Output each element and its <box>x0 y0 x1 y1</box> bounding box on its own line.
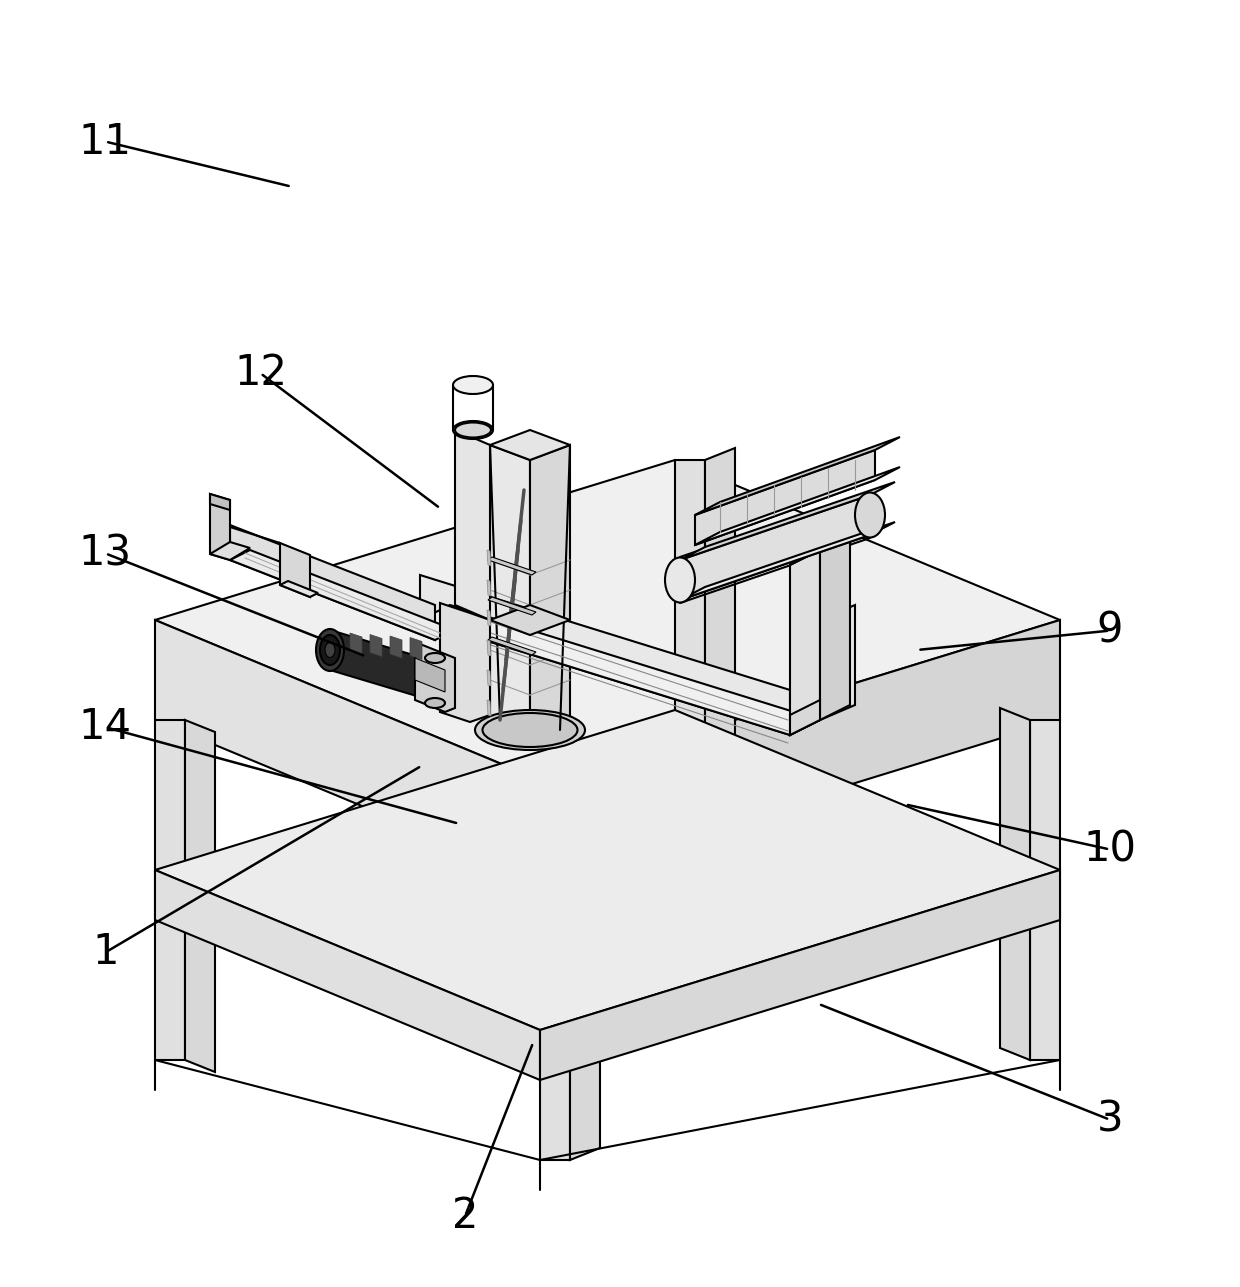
Polygon shape <box>487 580 491 596</box>
Polygon shape <box>487 700 491 716</box>
Polygon shape <box>570 867 600 1160</box>
Polygon shape <box>999 708 1030 1060</box>
Polygon shape <box>420 575 790 735</box>
Polygon shape <box>680 523 895 600</box>
Text: 3: 3 <box>1096 1099 1123 1140</box>
Polygon shape <box>790 700 820 735</box>
Polygon shape <box>706 448 735 801</box>
Polygon shape <box>440 604 490 722</box>
Ellipse shape <box>425 653 445 663</box>
Polygon shape <box>490 445 529 745</box>
Polygon shape <box>820 535 849 719</box>
Ellipse shape <box>665 557 694 602</box>
Polygon shape <box>539 880 570 1160</box>
Polygon shape <box>370 634 382 656</box>
Polygon shape <box>1030 719 1060 1060</box>
Ellipse shape <box>325 642 335 658</box>
Polygon shape <box>280 543 310 597</box>
Polygon shape <box>539 870 1060 1080</box>
Polygon shape <box>694 450 875 544</box>
Polygon shape <box>210 542 250 560</box>
Polygon shape <box>420 605 820 735</box>
Polygon shape <box>391 636 402 658</box>
Polygon shape <box>680 495 870 600</box>
Polygon shape <box>489 637 536 655</box>
Polygon shape <box>455 430 490 620</box>
Polygon shape <box>490 605 570 634</box>
Polygon shape <box>539 620 1060 880</box>
Polygon shape <box>694 438 900 515</box>
Polygon shape <box>210 494 229 560</box>
Polygon shape <box>415 658 445 692</box>
Polygon shape <box>529 445 570 745</box>
Polygon shape <box>487 550 491 566</box>
Ellipse shape <box>455 422 491 438</box>
Polygon shape <box>155 710 1060 1030</box>
Polygon shape <box>489 557 536 575</box>
Polygon shape <box>330 631 430 700</box>
Polygon shape <box>155 870 539 1080</box>
Ellipse shape <box>856 493 885 538</box>
Text: 12: 12 <box>234 353 286 394</box>
Polygon shape <box>489 597 536 615</box>
Polygon shape <box>694 467 900 544</box>
Ellipse shape <box>425 698 445 708</box>
Text: 14: 14 <box>79 707 131 748</box>
Text: 10: 10 <box>1084 829 1136 870</box>
Polygon shape <box>155 719 185 1060</box>
Polygon shape <box>680 483 895 560</box>
Polygon shape <box>490 430 570 459</box>
Polygon shape <box>790 520 849 565</box>
Polygon shape <box>790 550 820 735</box>
Ellipse shape <box>320 634 340 665</box>
Ellipse shape <box>453 376 494 394</box>
Polygon shape <box>350 633 362 655</box>
Polygon shape <box>185 719 215 1072</box>
Text: 13: 13 <box>79 533 131 574</box>
Polygon shape <box>155 459 1060 780</box>
Ellipse shape <box>316 629 343 671</box>
Polygon shape <box>155 620 539 880</box>
Ellipse shape <box>453 421 494 439</box>
Polygon shape <box>229 550 455 640</box>
Polygon shape <box>210 494 229 510</box>
Text: 11: 11 <box>79 121 131 162</box>
Polygon shape <box>410 637 422 659</box>
Ellipse shape <box>475 710 585 750</box>
Ellipse shape <box>482 713 578 746</box>
Polygon shape <box>487 640 491 656</box>
Polygon shape <box>229 525 435 640</box>
Text: 9: 9 <box>1096 610 1123 651</box>
Polygon shape <box>487 671 491 686</box>
Text: 1: 1 <box>92 932 119 973</box>
Polygon shape <box>820 605 856 719</box>
Polygon shape <box>675 459 706 801</box>
Text: 2: 2 <box>451 1196 479 1237</box>
Polygon shape <box>280 580 317 597</box>
Polygon shape <box>415 642 455 712</box>
Polygon shape <box>487 610 491 625</box>
